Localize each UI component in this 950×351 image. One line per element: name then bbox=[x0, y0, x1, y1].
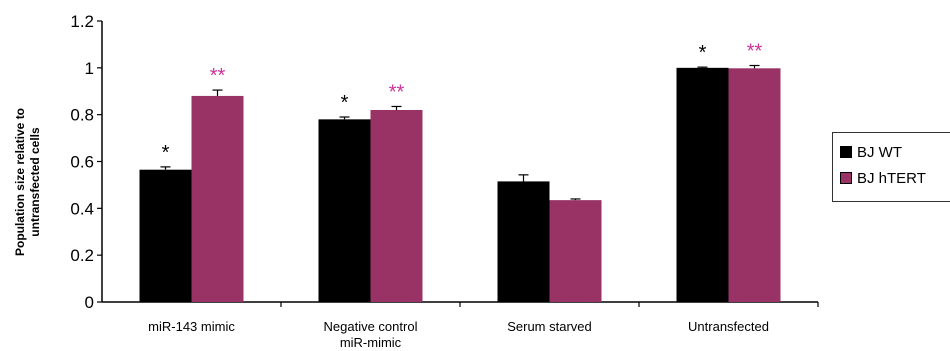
significance-marker: ** bbox=[389, 81, 405, 103]
bar-bj-wt bbox=[497, 181, 550, 302]
legend: BJ WT BJ hTERT bbox=[832, 132, 950, 202]
y-tick-label: 0.6 bbox=[70, 153, 94, 172]
category-label: Negative control bbox=[324, 319, 418, 334]
legend-swatch-bj-wt bbox=[840, 146, 852, 158]
significance-marker: * bbox=[699, 42, 707, 64]
bars bbox=[139, 67, 781, 302]
y-tick-label: 1 bbox=[85, 59, 94, 78]
y-axis-label: Population size relative to untransfecte… bbox=[13, 108, 42, 256]
bar-bj-htert bbox=[549, 200, 602, 302]
y-tick-labels: 0 0.2 0.4 0.6 0.8 1 1.2 bbox=[70, 12, 94, 312]
y-axis-label-line-2: untransfected cells bbox=[28, 127, 42, 237]
error-bars bbox=[160, 64, 760, 201]
legend-item-bj-wt: BJ WT bbox=[840, 143, 902, 161]
bar-bj-wt bbox=[139, 169, 192, 302]
category-label: miR-143 mimic bbox=[148, 319, 235, 334]
category-label: Serum starved bbox=[507, 319, 592, 334]
significance-markers: **** *** ** bbox=[162, 40, 763, 163]
legend-label-bj-wt: BJ WT bbox=[857, 143, 902, 161]
y-tick-label: 1.2 bbox=[70, 12, 94, 31]
bar-bj-wt bbox=[318, 119, 371, 302]
y-tick-label: 0.2 bbox=[70, 246, 94, 265]
legend-label-bj-htert: BJ hTERT bbox=[857, 169, 926, 187]
category-label: Untransfected bbox=[688, 319, 769, 334]
y-tick-label: 0.4 bbox=[70, 199, 94, 218]
significance-marker: * bbox=[162, 142, 170, 164]
bar-bj-htert bbox=[370, 109, 423, 302]
bar-bj-htert bbox=[191, 95, 244, 302]
bar-bj-wt bbox=[676, 67, 729, 302]
significance-marker: * bbox=[341, 92, 349, 114]
category-label: miR-mimic bbox=[340, 335, 402, 350]
bar-bj-htert bbox=[728, 68, 781, 302]
significance-marker: ** bbox=[747, 40, 763, 62]
y-tick-label: 0.8 bbox=[70, 106, 94, 125]
significance-marker: ** bbox=[210, 65, 226, 87]
y-axis-label-line-1: Population size relative to bbox=[13, 108, 27, 256]
legend-swatch-bj-htert bbox=[840, 172, 852, 184]
y-tick-label: 0 bbox=[85, 293, 94, 312]
legend-item-bj-htert: BJ hTERT bbox=[840, 169, 926, 187]
